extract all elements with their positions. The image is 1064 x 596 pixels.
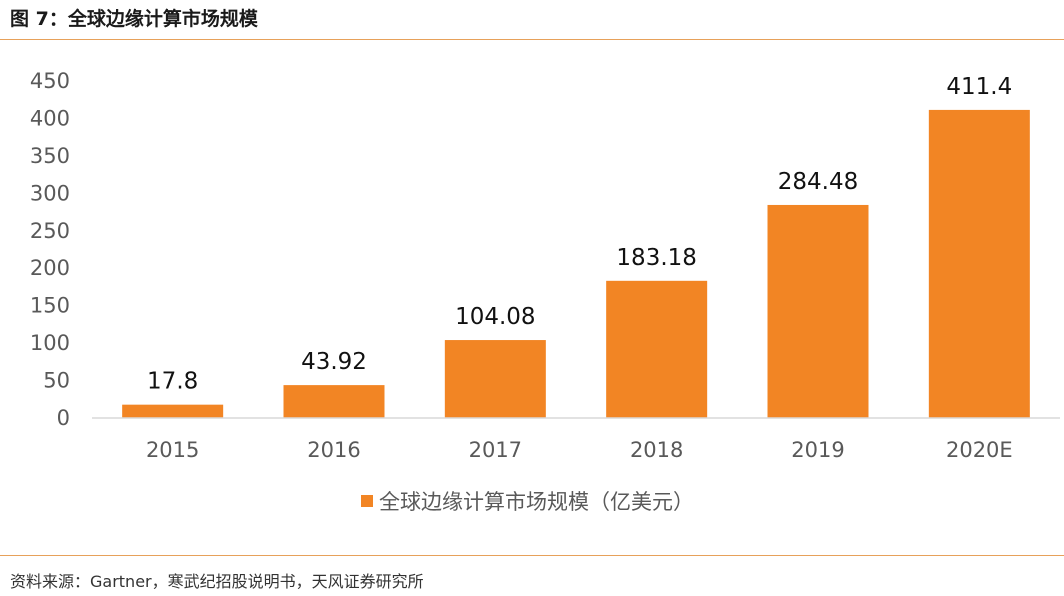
top-divider xyxy=(0,39,1064,40)
x-tick-label: 2017 xyxy=(469,438,522,462)
figure-title: 图 7：全球边缘计算市场规模 xyxy=(10,8,258,30)
bar-2018 xyxy=(606,280,708,418)
legend-swatch xyxy=(361,495,373,507)
data-label: 284.48 xyxy=(778,169,858,195)
y-tick-label: 250 xyxy=(30,219,70,243)
y-tick-label: 300 xyxy=(30,181,70,205)
bar-2019 xyxy=(767,204,869,418)
data-label: 104.08 xyxy=(455,304,535,330)
bar-2020E xyxy=(928,109,1030,419)
legend-label: 全球边缘计算市场规模（亿美元） xyxy=(379,490,694,514)
x-tick-label: 2015 xyxy=(146,438,199,462)
x-tick-label: 2018 xyxy=(630,438,683,462)
bar-chart: 0 50 100 150 200 250 300 350 400 450 2015 2016 2017… xyxy=(30,69,1060,514)
x-tick-label: 2019 xyxy=(791,438,844,462)
data-label: 17.8 xyxy=(147,369,198,395)
bar-2015 xyxy=(122,404,224,418)
bar-2016 xyxy=(283,385,385,418)
x-tick-label: 2016 xyxy=(307,438,360,462)
source-note: 资料来源：Gartner，寒武纪招股说明书，天风证券研究所 xyxy=(10,572,424,591)
bottom-divider xyxy=(0,555,1064,556)
data-label: 43.92 xyxy=(301,349,367,375)
legend: 全球边缘计算市场规模（亿美元） xyxy=(361,490,694,514)
y-tick-label: 450 xyxy=(30,69,70,93)
data-labels: 17.8 43.92 104.08 183.18 284.48 411.4 xyxy=(147,74,1012,395)
bar-2017 xyxy=(444,340,546,418)
bar-series xyxy=(122,109,1030,419)
y-tick-label: 400 xyxy=(30,106,70,130)
data-label: 183.18 xyxy=(616,245,696,271)
y-axis: 0 50 100 150 200 250 300 350 400 450 xyxy=(30,69,70,430)
y-tick-label: 50 xyxy=(43,369,70,393)
data-label: 411.4 xyxy=(946,74,1012,100)
y-tick-label: 100 xyxy=(30,331,70,355)
x-tick-label: 2020E xyxy=(946,438,1013,462)
y-tick-label: 200 xyxy=(30,256,70,280)
x-axis: 2015 2016 2017 2018 2019 2020E xyxy=(146,438,1013,462)
y-tick-label: 0 xyxy=(57,406,70,430)
y-tick-label: 350 xyxy=(30,144,70,168)
y-tick-label: 150 xyxy=(30,294,70,318)
